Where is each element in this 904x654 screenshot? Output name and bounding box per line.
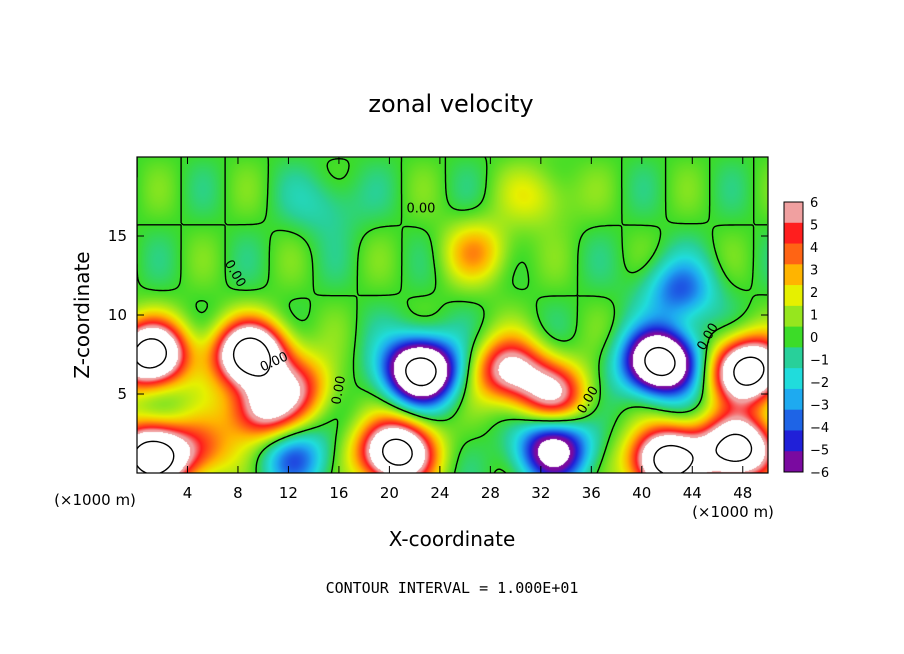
colorbar: 6 5 4 3 2 1 0 −1 −2 −3 −4 −5 −6 [783,196,829,481]
colorbar-swatch [784,368,803,390]
colorbar-swatch [784,326,803,348]
y-axis-label: Z-coordinate [70,251,94,378]
colorbar-label: 3 [810,264,818,279]
colorbar-label: 6 [810,196,818,211]
x-tick-label: 16 [329,484,348,502]
y-axis: 5 10 15 [108,227,768,403]
contour-label: 0.00 [329,375,349,406]
x-tick-label: 20 [380,484,399,502]
x-axis-label: X-coordinate [389,527,516,551]
x-tick-label: 24 [430,484,449,502]
y-tick-label: 15 [108,227,127,245]
colorbar-swatch [784,430,803,452]
colorbar-swatch [784,347,803,369]
contour-negative [405,346,676,387]
colorbar-label: −3 [810,399,829,414]
colorbar-swatch [784,202,803,224]
x-tick-label: 40 [632,484,651,502]
colorbar-swatch [784,409,803,431]
contour-zero [137,337,765,473]
x-tick-label: 28 [481,484,500,502]
colorbar-label: −6 [810,466,829,481]
colorbar-label: 5 [810,219,818,234]
y-tick-label: 10 [108,306,127,324]
x-tick-label: 4 [183,484,193,502]
contour-interval-note: CONTOUR INTERVAL = 1.000E+01 [326,579,579,597]
colorbar-label: −5 [810,444,829,459]
colorbar-swatch [784,264,803,286]
colorbar-label: −1 [810,354,829,369]
colorbar-swatch [784,388,803,411]
colorbar-label: 1 [810,309,818,324]
x-tick-label: 44 [683,484,702,502]
x-tick-label: 32 [531,484,550,502]
colorbar-swatch [784,305,803,328]
x-axis: 4 8 12 16 20 24 28 32 36 40 44 48 [183,157,752,502]
x-tick-label: 12 [279,484,298,502]
contour-zero [137,157,767,473]
colorbar-swatch [784,243,803,265]
colorbar-label: 2 [810,286,818,301]
contour-label: 0.00 [406,201,435,216]
contour-lines [137,157,767,473]
colorbar-swatch [784,451,803,473]
colorbar-swatch [784,222,803,245]
x-unit-left: (×1000 m) [54,491,136,509]
x-tick-label: 36 [582,484,601,502]
x-tick-label: 8 [233,484,243,502]
colorbar-label: −2 [810,376,829,391]
plot-area: 0.000.000.000.00 0.000.00 [136,156,769,474]
x-unit-right: (×1000 m) [692,503,774,521]
chart-title: zonal velocity [368,90,533,118]
colorbar-frame [783,201,804,473]
colorbar-swatch [784,285,803,307]
y-tick-label: 5 [117,385,127,403]
colorbar-label: −4 [810,421,829,436]
x-tick-label: 48 [733,484,752,502]
colorbar-label: 4 [810,241,818,256]
colorbar-label: 0 [810,331,818,346]
heatmap-field [137,157,768,473]
